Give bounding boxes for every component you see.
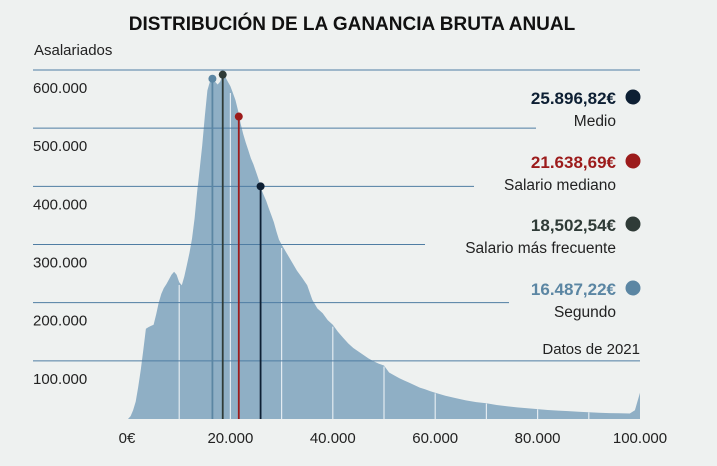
- legend-layer: 25.896,82€ Medio 21.638,69€ Salario mediano…: [465, 89, 641, 321]
- legend-label: Salario mediano: [504, 177, 616, 194]
- y-axis-label: Asalariados: [34, 42, 112, 59]
- legend-dot: [625, 280, 641, 296]
- data-note: Datos de 2021: [542, 341, 640, 358]
- legend-value: 25.896,82€: [531, 89, 617, 108]
- legend-dot: [625, 153, 641, 169]
- marker-layer: [208, 70, 265, 419]
- y-tick-label: 300.000: [33, 255, 87, 272]
- legend-label: Salario más frecuente: [465, 240, 616, 257]
- marker-dot: [234, 112, 243, 121]
- legend-label: Medio: [574, 113, 616, 130]
- y-tick-label: 400.000: [33, 196, 87, 213]
- x-tick-label: 60.000: [412, 430, 458, 447]
- legend-value: 21.638,69€: [531, 153, 617, 172]
- x-tick-label: 40.000: [310, 430, 356, 447]
- legend-dot: [625, 216, 641, 232]
- x-tick-label: 20.000: [207, 430, 253, 447]
- x-tick-label: 80.000: [515, 430, 561, 447]
- legend-value: 16.487,22€: [531, 280, 617, 299]
- area-layer: [128, 74, 640, 419]
- legend-dot: [625, 89, 641, 105]
- chart-title: DISTRIBUCIÓN DE LA GANANCIA BRUTA ANUAL: [129, 13, 576, 35]
- legend-value: 18,502,54€: [531, 216, 617, 235]
- x-tick-label: 100.000: [613, 430, 667, 447]
- y-tick-label: 600.000: [33, 80, 87, 97]
- x-tick-label: 0€: [119, 430, 136, 447]
- tick-layer: 100.000 200.000 300.000 400.000 500.000 600.0…: [33, 80, 667, 447]
- area-series: [128, 74, 640, 419]
- y-tick-label: 500.000: [33, 138, 87, 155]
- y-tick-label: 200.000: [33, 313, 87, 330]
- marker-dot: [218, 70, 227, 79]
- y-tick-label: 100.000: [33, 371, 87, 388]
- marker-dot: [256, 182, 265, 191]
- grid-layer: [33, 69, 640, 362]
- marker-dot: [208, 74, 217, 83]
- legend-label: Segundo: [554, 304, 616, 321]
